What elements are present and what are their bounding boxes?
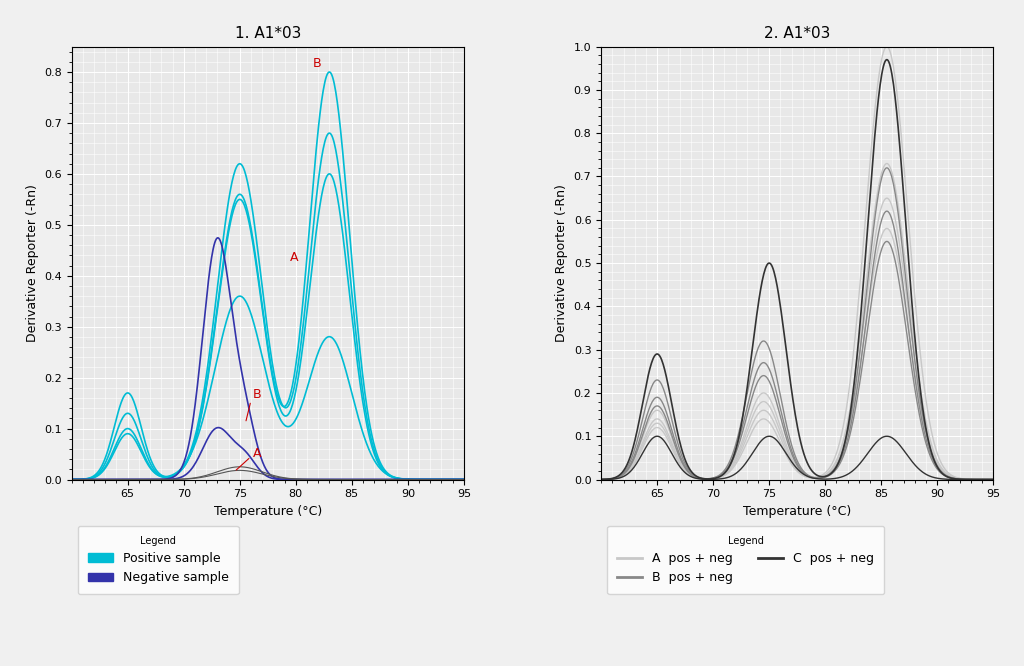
- Title: 1. A1*03: 1. A1*03: [234, 26, 301, 41]
- Legend: A  pos + neg, B  pos + neg, C  pos + neg: A pos + neg, B pos + neg, C pos + neg: [607, 526, 885, 595]
- Text: A: A: [253, 447, 262, 460]
- Y-axis label: Derivative Reporter (-Rn): Derivative Reporter (-Rn): [555, 184, 568, 342]
- Y-axis label: Derivative Reporter (-Rn): Derivative Reporter (-Rn): [26, 184, 39, 342]
- Text: B: B: [312, 57, 322, 70]
- Text: B: B: [253, 388, 262, 401]
- Legend: Positive sample, Negative sample: Positive sample, Negative sample: [78, 526, 239, 595]
- X-axis label: Temperature (°C): Temperature (°C): [214, 505, 322, 517]
- X-axis label: Temperature (°C): Temperature (°C): [743, 505, 851, 517]
- Text: A: A: [290, 250, 299, 264]
- Title: 2. A1*03: 2. A1*03: [764, 26, 830, 41]
